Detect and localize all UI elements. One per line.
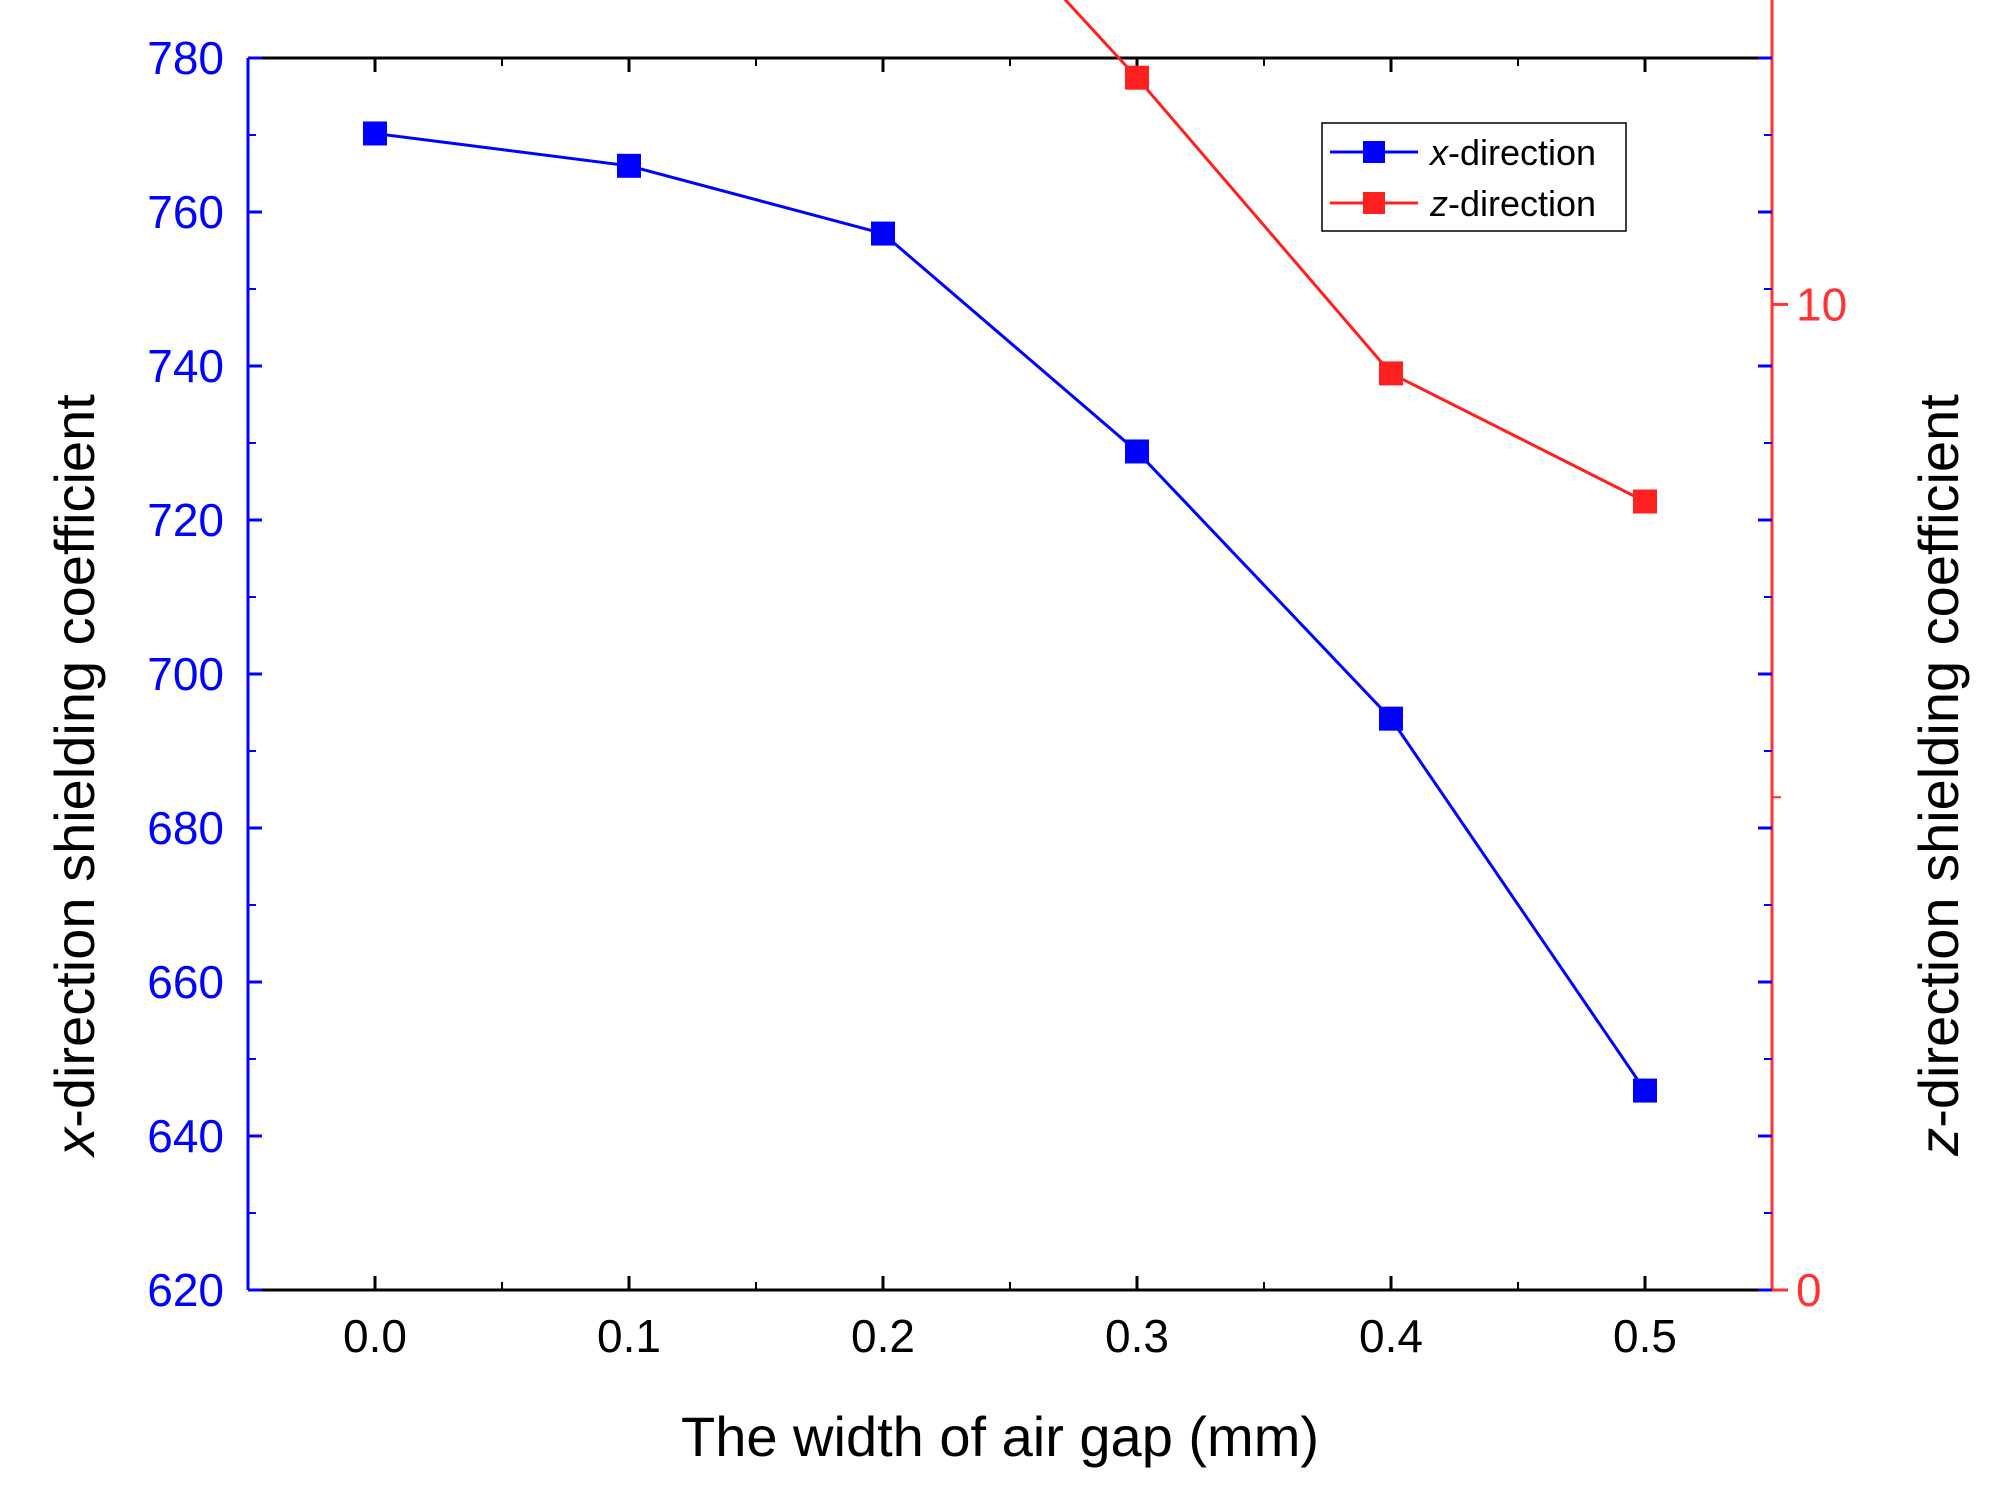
- left-tick-label: 780: [147, 32, 224, 84]
- series-z-line: [1063, 0, 1646, 503]
- left-axis-title: x-direction shielding coefficient: [43, 394, 106, 1159]
- legend-x-label: x-direction: [1428, 132, 1596, 173]
- series-x-line: [374, 131, 1647, 1092]
- legend: x-direction z-direction: [1321, 122, 1627, 232]
- legend-z-marker: [1363, 192, 1385, 214]
- legend-z-label: z-direction: [1429, 183, 1596, 224]
- x-tick-label: 0.3: [1105, 1310, 1169, 1362]
- left-tick-label: 620: [147, 1264, 224, 1316]
- series-z-point: [1633, 489, 1657, 514]
- left-tick-label: 740: [147, 340, 224, 392]
- series-x-point: [617, 153, 641, 178]
- x-axis-title: The width of air gap (mm): [681, 1405, 1319, 1468]
- legend-x-marker: [1363, 141, 1385, 163]
- series-z-point: [1379, 361, 1403, 386]
- left-tick-label: 660: [147, 956, 224, 1008]
- x-tick-label: 0.5: [1613, 1310, 1677, 1362]
- series-x-point: [871, 221, 895, 246]
- right-tick-label: 0: [1796, 1264, 1822, 1316]
- right-axis-title: z-direction shielding coefficient: [1907, 394, 1970, 1157]
- x-tick-label: 0.0: [343, 1310, 407, 1362]
- left-tick-label: 700: [147, 648, 224, 700]
- series-layer: [363, 0, 1657, 1103]
- x-tick-label: 0.1: [597, 1310, 661, 1362]
- right-tick-label: 10: [1796, 278, 1847, 330]
- x-axis-ticks: 0.0 0.1 0.2 0.3 0.4 0.5: [343, 58, 1677, 1362]
- left-tick-label: 720: [147, 494, 224, 546]
- series-x-point: [1633, 1078, 1657, 1103]
- right-axis-ticks: 0102030400410420430440450460: [1772, 278, 1847, 1316]
- left-tick-label: 640: [147, 1110, 224, 1162]
- left-axis-ticks: 620 640 660 680 700 720 740 760 780: [147, 32, 1772, 1316]
- series-x-point: [1379, 706, 1403, 731]
- left-tick-label: 680: [147, 802, 224, 854]
- x-tick-label: 0.4: [1359, 1310, 1423, 1362]
- series-z-point: [1125, 65, 1149, 90]
- series-x-point: [1125, 439, 1149, 464]
- x-tick-label: 0.2: [851, 1310, 915, 1362]
- left-tick-label: 760: [147, 186, 224, 238]
- series-x-point: [363, 121, 387, 146]
